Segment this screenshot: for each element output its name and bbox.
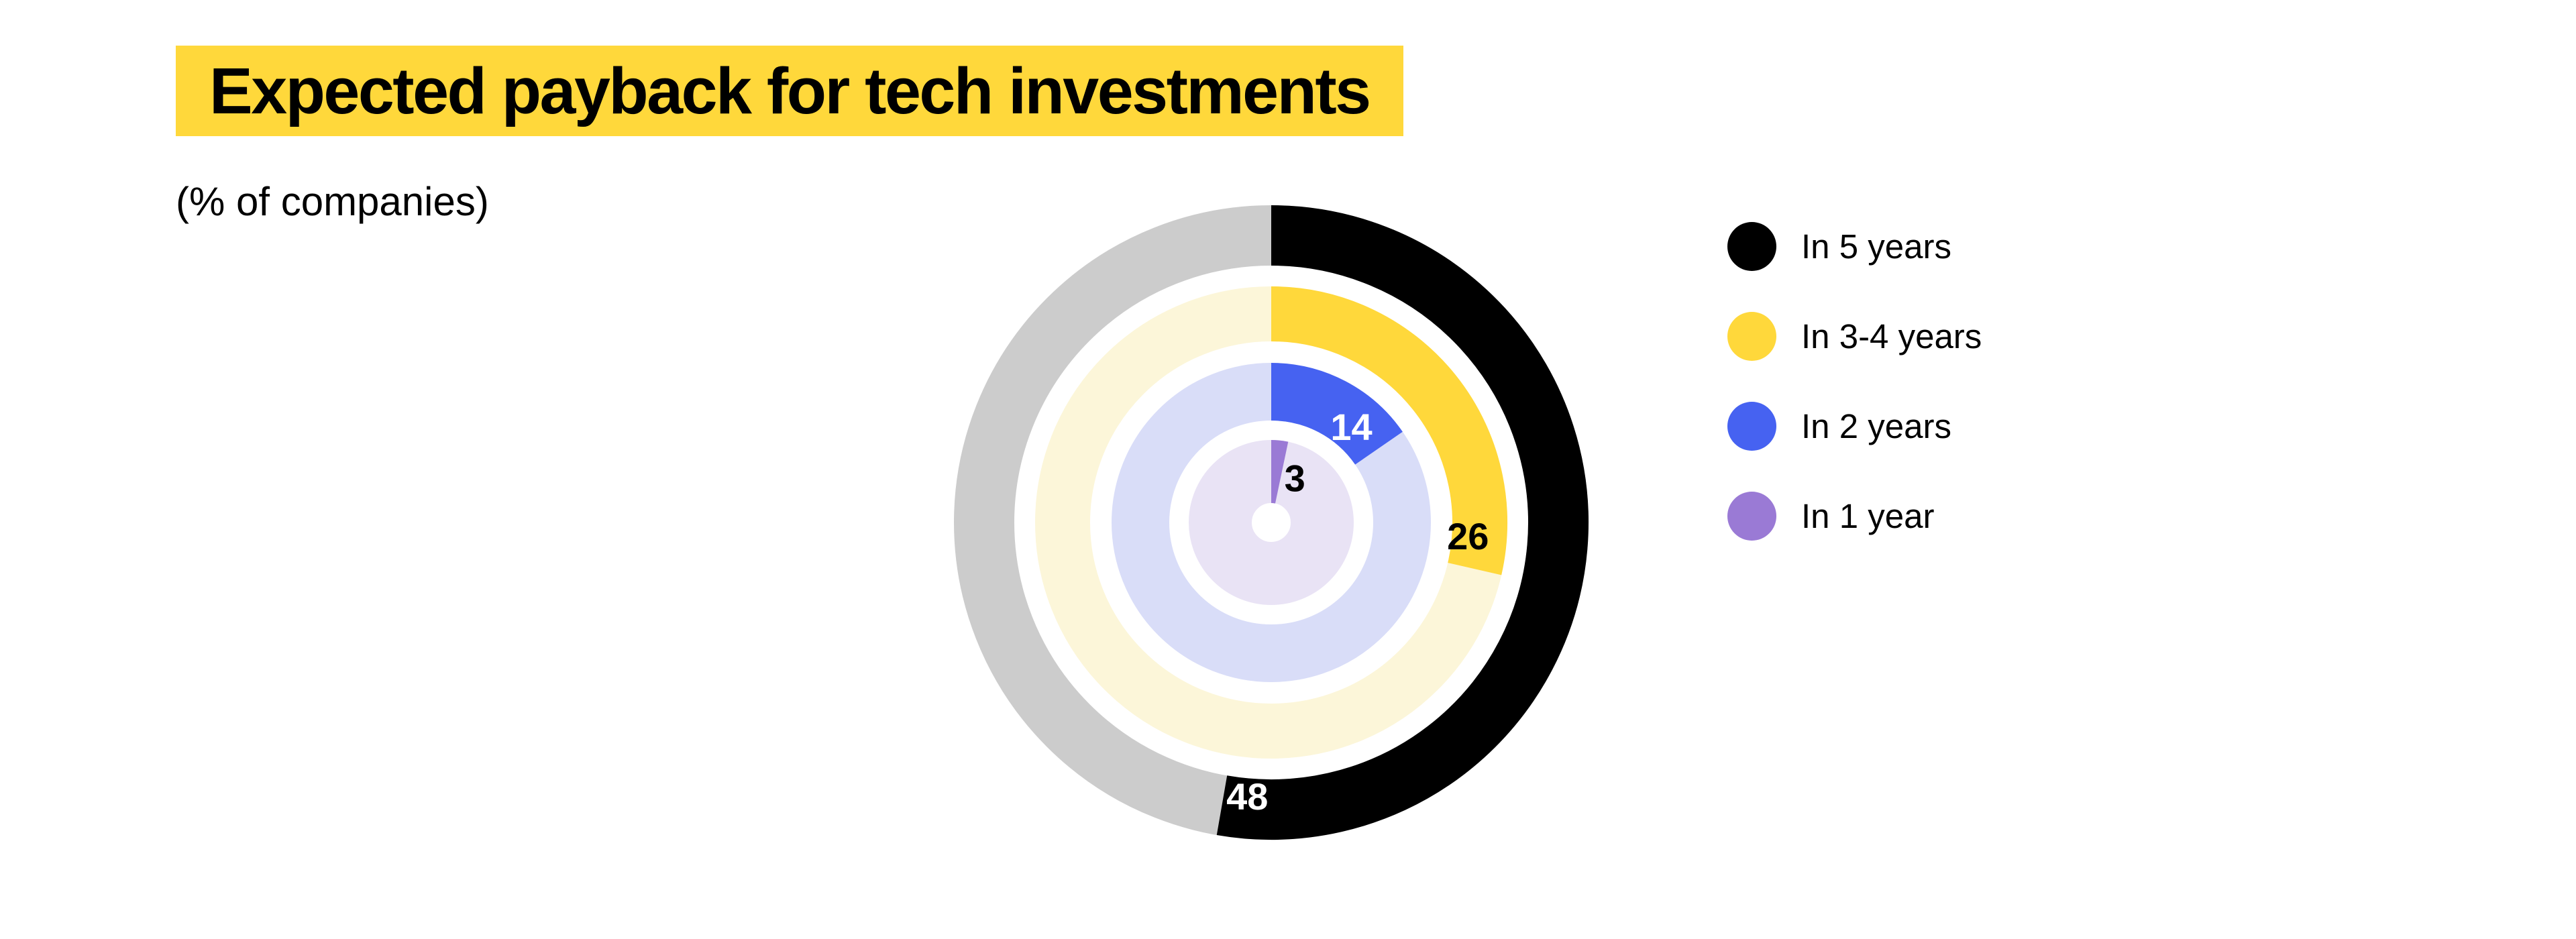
title-highlight-bar: Expected payback for tech investments	[176, 46, 1403, 136]
legend-swatch-in-5-years	[1727, 222, 1776, 271]
ring-value-label-1: 26	[1447, 515, 1489, 557]
ring-arc-3	[1270, 440, 1289, 504]
legend-item-in-5-years: In 5 years	[1727, 222, 1982, 271]
ring-value-label-0: 48	[1226, 775, 1268, 818]
ring-arc-1	[1271, 286, 1507, 575]
page-title: Expected payback for tech investments	[209, 54, 1371, 127]
ring-arc-0	[1216, 205, 1589, 840]
legend-swatch-in-1-year	[1727, 492, 1776, 541]
legend-swatch-in-3-4-years	[1727, 312, 1776, 361]
legend-item-in-2-years: In 2 years	[1727, 402, 1982, 451]
legend-label-in-1-year: In 1 year	[1801, 497, 1935, 535]
legend-item-in-3-4-years: In 3-4 years	[1727, 312, 1982, 361]
ring-value-label-3: 3	[1285, 457, 1305, 499]
legend-item-in-1-year: In 1 year	[1727, 492, 1982, 541]
ring-value-label-2: 14	[1330, 406, 1372, 448]
legend-label-in-5-years: In 5 years	[1801, 227, 1951, 266]
ring-arc-2	[1270, 363, 1403, 465]
legend-label-in-3-4-years: In 3-4 years	[1801, 317, 1982, 355]
chart-legend: In 5 years In 3-4 years In 2 years In 1 …	[1727, 222, 1982, 541]
chart-subtitle: (% of companies)	[176, 179, 489, 224]
legend-label-in-2-years: In 2 years	[1801, 407, 1951, 445]
legend-swatch-in-2-years	[1727, 402, 1776, 451]
